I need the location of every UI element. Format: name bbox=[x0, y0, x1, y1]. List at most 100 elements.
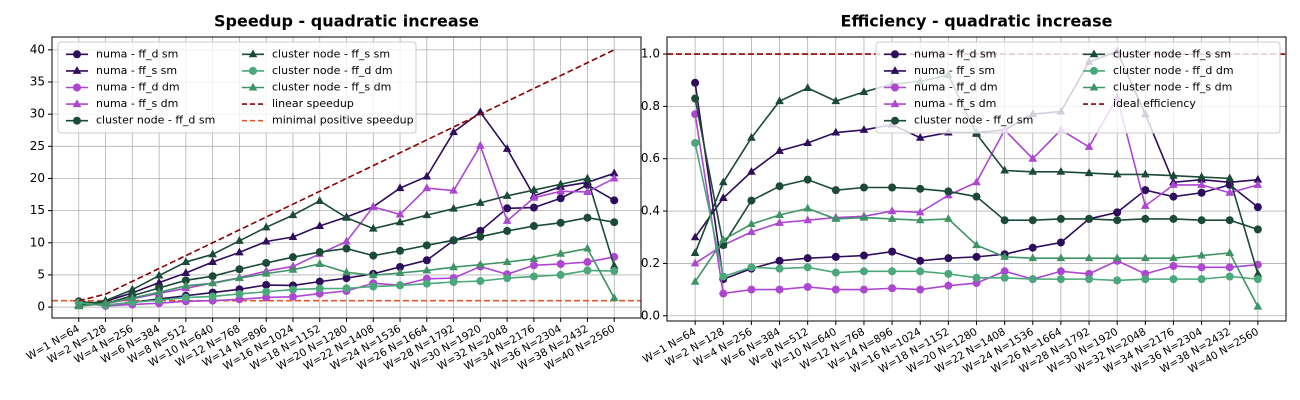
marker bbox=[396, 262, 405, 271]
marker bbox=[449, 262, 458, 271]
marker bbox=[74, 301, 84, 310]
marker bbox=[609, 173, 619, 182]
marker bbox=[503, 204, 512, 213]
marker bbox=[1197, 263, 1206, 272]
marker bbox=[1169, 170, 1178, 179]
marker bbox=[1197, 275, 1206, 284]
marker bbox=[890, 66, 900, 74]
marker bbox=[342, 236, 351, 245]
y-tick-label: 25 bbox=[30, 139, 45, 153]
axes-frame bbox=[51, 36, 642, 319]
marker bbox=[1028, 275, 1037, 284]
marker bbox=[1089, 49, 1099, 58]
marker bbox=[208, 272, 217, 281]
marker bbox=[1112, 169, 1122, 178]
marker bbox=[1141, 275, 1150, 284]
marker bbox=[831, 285, 840, 294]
marker bbox=[449, 203, 458, 212]
marker bbox=[154, 287, 164, 296]
marker bbox=[235, 236, 244, 244]
marker bbox=[422, 279, 431, 288]
marker bbox=[944, 281, 953, 290]
marker bbox=[1169, 262, 1178, 271]
marker bbox=[891, 83, 899, 92]
marker bbox=[502, 216, 512, 224]
marker bbox=[342, 267, 351, 276]
marker bbox=[73, 83, 81, 92]
marker bbox=[1141, 186, 1150, 195]
marker bbox=[422, 210, 432, 219]
marker bbox=[556, 218, 565, 227]
marker bbox=[1197, 250, 1206, 259]
marker bbox=[315, 248, 324, 257]
marker bbox=[368, 201, 378, 210]
marker bbox=[1253, 203, 1262, 212]
marker bbox=[888, 183, 897, 192]
marker bbox=[1028, 243, 1037, 252]
marker bbox=[181, 268, 191, 276]
marker bbox=[476, 232, 485, 241]
marker bbox=[803, 138, 812, 147]
marker bbox=[609, 261, 619, 269]
marker bbox=[288, 253, 297, 262]
legend-box bbox=[57, 41, 417, 134]
marker bbox=[262, 293, 271, 302]
marker bbox=[691, 78, 700, 87]
marker bbox=[449, 236, 458, 245]
marker bbox=[747, 196, 756, 205]
marker bbox=[288, 232, 298, 240]
marker bbox=[691, 139, 700, 148]
chart-title: Speedup - quadratic increase bbox=[214, 12, 479, 31]
marker bbox=[1085, 214, 1094, 223]
marker bbox=[1253, 180, 1263, 188]
legend-box bbox=[875, 41, 1281, 134]
marker bbox=[449, 185, 458, 194]
panel: Speedup - quadratic increase 0 5 10 15 20 25 30… bbox=[24, 12, 642, 373]
legend-label: numa - ff_d dm bbox=[96, 81, 180, 94]
marker bbox=[208, 278, 217, 287]
marker bbox=[1253, 301, 1263, 310]
legend-label: cluster node - ff_d dm bbox=[1113, 64, 1234, 77]
axes-frame bbox=[666, 36, 1287, 322]
marker bbox=[972, 192, 981, 201]
marker bbox=[288, 292, 297, 301]
marker bbox=[422, 256, 431, 265]
marker bbox=[1028, 216, 1037, 225]
marker bbox=[690, 276, 700, 285]
marker bbox=[556, 186, 565, 195]
y-tick-label: 1.0 bbox=[641, 47, 660, 61]
legend-label: cluster node - ff_d dm bbox=[272, 64, 393, 77]
marker bbox=[831, 252, 840, 261]
panel: Efficiency - quadratic increase 0.0 0.2 0.4… bbox=[641, 12, 1287, 376]
marker bbox=[888, 284, 897, 293]
marker bbox=[502, 144, 512, 152]
marker bbox=[1225, 263, 1234, 272]
marker bbox=[128, 293, 137, 302]
marker bbox=[891, 116, 899, 125]
marker bbox=[342, 284, 351, 293]
marker bbox=[1225, 187, 1235, 196]
y-tick-label: 0.2 bbox=[641, 256, 660, 270]
marker bbox=[1084, 168, 1094, 177]
marker bbox=[235, 265, 244, 274]
marker bbox=[1056, 214, 1065, 223]
marker bbox=[72, 99, 82, 108]
marker bbox=[556, 259, 565, 268]
marker bbox=[831, 96, 841, 105]
marker bbox=[1225, 272, 1234, 281]
marker bbox=[1141, 169, 1150, 178]
legend-label: cluster node - ff_s sm bbox=[1113, 47, 1231, 60]
marker bbox=[395, 183, 405, 192]
marker bbox=[1197, 188, 1206, 197]
marker bbox=[1253, 269, 1263, 277]
marker bbox=[1197, 180, 1206, 188]
marker bbox=[1113, 208, 1122, 217]
marker bbox=[1028, 153, 1038, 162]
marker bbox=[747, 132, 756, 141]
marker bbox=[887, 206, 897, 215]
marker bbox=[556, 179, 565, 188]
marker bbox=[1225, 248, 1235, 256]
marker bbox=[747, 263, 756, 272]
marker bbox=[261, 236, 271, 245]
marker bbox=[803, 83, 812, 92]
